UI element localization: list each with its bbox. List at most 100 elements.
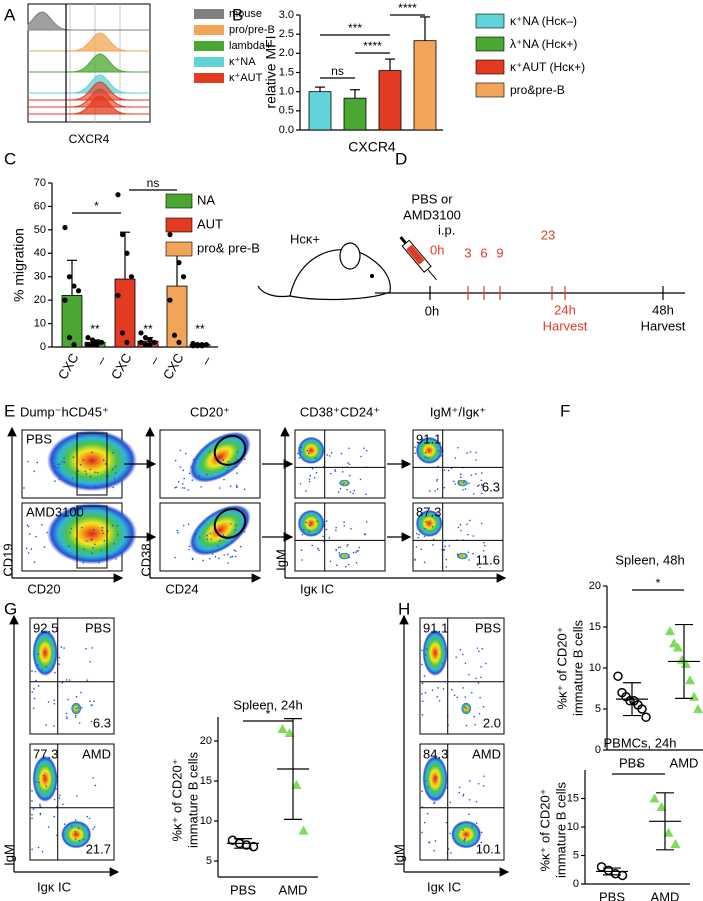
event-dot (467, 551, 470, 553)
event-dot (299, 451, 302, 453)
data-point (167, 297, 173, 303)
event-dot (453, 694, 456, 696)
data-point (176, 339, 182, 345)
density-blob (297, 436, 325, 464)
histogram (27, 11, 150, 31)
legend-label: κ⁺AUT (229, 72, 263, 84)
event-dot (103, 539, 106, 542)
data-point (62, 297, 68, 303)
panel-label: D (395, 149, 407, 168)
event-dot (37, 664, 39, 666)
legend-label: κ⁺NA (229, 56, 256, 68)
quadrant-value: 91.1 (416, 431, 441, 446)
flow-plot (294, 502, 386, 572)
y-tick-label: 2.0 (279, 47, 294, 59)
event-dot (77, 470, 79, 472)
chart-title: PBMCs, 24h (604, 735, 677, 750)
event-dot (181, 483, 184, 485)
event-dot (227, 553, 229, 555)
y-tick-label: 20 (589, 580, 601, 592)
event-dot (96, 471, 99, 474)
data-point (284, 728, 295, 737)
condition-label: PBS (475, 620, 501, 635)
event-dot (445, 558, 448, 561)
condition-label: PBS (85, 620, 111, 635)
event-dot (435, 533, 437, 535)
data-point (119, 330, 126, 336)
bar (114, 278, 136, 348)
event-dot (53, 725, 55, 727)
event-dot (480, 472, 483, 474)
event-dot (26, 524, 29, 527)
data-point (167, 231, 173, 238)
panel-label: A (4, 5, 16, 24)
event-dot (176, 529, 179, 532)
event-dot (483, 544, 486, 547)
data-point (124, 339, 130, 345)
axis-label: immature B cells (185, 751, 200, 848)
event-dot (424, 654, 427, 656)
event-dot (94, 471, 96, 473)
event-dot (174, 459, 177, 462)
event-dot (443, 548, 445, 551)
data-point (89, 337, 96, 343)
y-tick-label: 0 (573, 878, 579, 890)
event-dot (31, 790, 33, 792)
event-dot (107, 554, 110, 557)
event-dot (94, 543, 96, 546)
y-tick-label: 0.0 (279, 124, 294, 136)
event-dot (425, 648, 428, 650)
event-dot (39, 805, 41, 807)
data-point (203, 342, 210, 348)
event-dot (462, 794, 464, 797)
event-dot (316, 547, 319, 550)
event-dot (469, 519, 471, 522)
event-dot (442, 688, 445, 690)
data-point (138, 330, 144, 336)
data-point (298, 825, 309, 835)
event-dot (191, 558, 194, 561)
event-dot (80, 706, 83, 709)
data-point (199, 343, 205, 349)
event-dot (36, 461, 39, 464)
density-blob (339, 552, 350, 560)
event-dot (477, 782, 480, 785)
legend-swatch (165, 193, 193, 209)
event-dot (433, 849, 435, 852)
event-dot (58, 656, 61, 659)
event-dot (91, 552, 94, 555)
event-dot (454, 483, 457, 485)
event-dot (308, 452, 310, 455)
histogram (28, 32, 150, 52)
event-dot (465, 724, 468, 727)
event-dot (466, 533, 469, 536)
event-dot (420, 530, 422, 533)
event-dot (86, 679, 89, 681)
event-dot (313, 476, 316, 479)
legend-swatch (194, 9, 224, 19)
event-dot (365, 493, 367, 496)
density-blob (457, 479, 468, 487)
event-dot (47, 701, 50, 703)
event-dot (414, 446, 416, 449)
event-dot (188, 545, 191, 548)
event-dot (94, 485, 96, 488)
y-tick-label: 60 (34, 200, 46, 212)
y-tick-label: 15 (567, 792, 579, 804)
data-point (291, 780, 302, 789)
event-dot (57, 466, 60, 469)
event-dot (116, 524, 119, 527)
event-dot (485, 662, 487, 665)
event-dot (339, 546, 342, 548)
event-dot (243, 530, 246, 533)
y-tick-label: 15 (200, 775, 212, 787)
event-dot (421, 663, 423, 666)
density-blob (32, 629, 58, 676)
data-point (248, 841, 259, 852)
event-dot (464, 706, 466, 709)
legend-swatch (475, 59, 505, 75)
event-dot (347, 543, 349, 546)
histogram (28, 74, 150, 94)
event-dot (72, 456, 75, 458)
event-dot (93, 559, 96, 562)
